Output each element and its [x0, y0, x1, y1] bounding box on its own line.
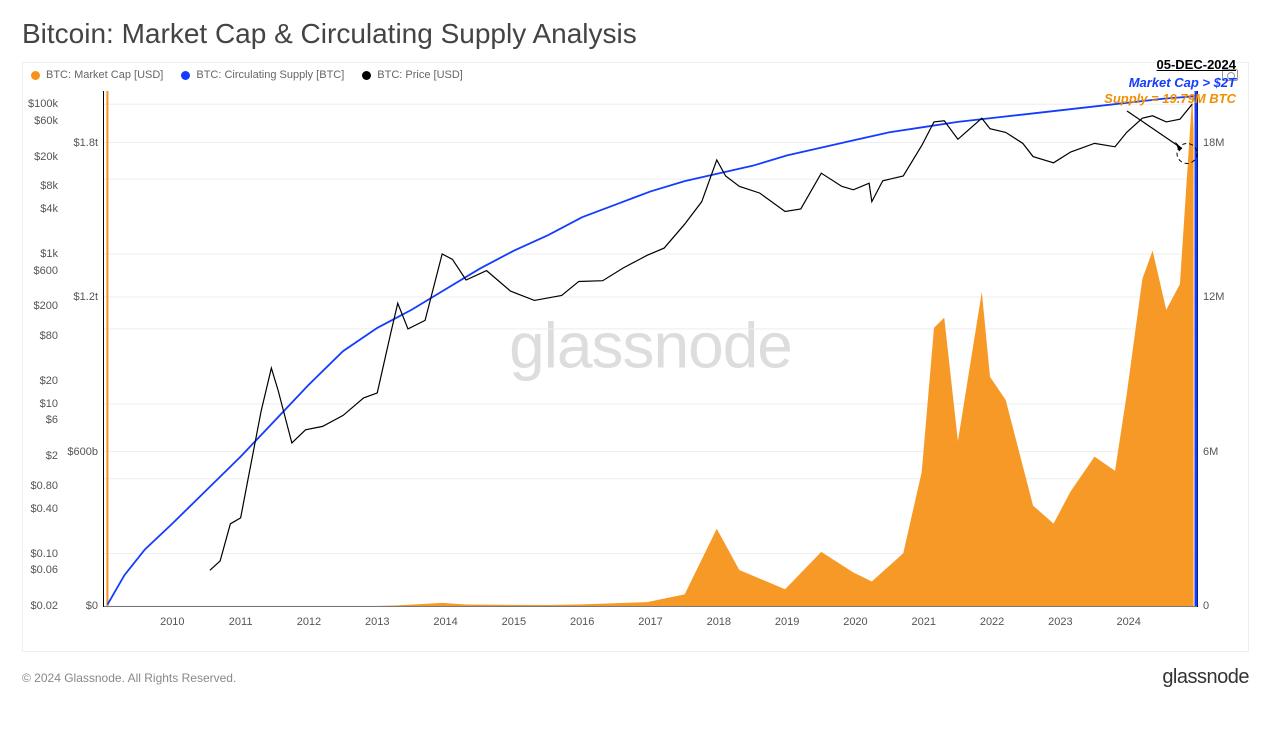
axis-tick-label: 18M: [1203, 137, 1224, 149]
axis-tick-label: 0: [1203, 600, 1209, 612]
axis-tick-label: 2020: [843, 616, 867, 628]
axis-tick-label: 2010: [160, 616, 184, 628]
axis-tick-label: $200: [34, 300, 58, 312]
axis-tick-label: 2024: [1116, 616, 1140, 628]
legend-item-price: BTC: Price [USD]: [362, 69, 463, 81]
axis-tick-label: $6: [46, 414, 58, 426]
axis-tick-label: 2021: [912, 616, 936, 628]
legend-swatch-marketcap: [31, 71, 40, 80]
annot-layer: [104, 91, 1197, 606]
legend: BTC: Market Cap [USD] BTC: Circulating S…: [23, 63, 1248, 81]
axis-tick-label: $0.06: [30, 564, 58, 576]
brand-logo: glassnode: [1162, 666, 1249, 689]
axis-tick-label: 2019: [775, 616, 799, 628]
axis-tick-label: $60k: [34, 115, 58, 127]
axis-tick-label: $1.2t: [74, 291, 98, 303]
annotation-marketcap: Market Cap > $2T: [1129, 75, 1236, 90]
legend-label: BTC: Price [USD]: [377, 69, 463, 81]
axis-tick-label: $0.40: [30, 503, 58, 515]
axis-tick-label: 2014: [433, 616, 457, 628]
axis-tick-label: 2018: [707, 616, 731, 628]
axis-tick-label: $80: [40, 330, 58, 342]
axis-tick-label: $1k: [40, 248, 58, 260]
axis-tick-label: $0.10: [30, 548, 58, 560]
axis-tick-label: $20k: [34, 151, 58, 163]
axis-tick-label: $600b: [67, 446, 98, 458]
legend-label: BTC: Market Cap [USD]: [46, 69, 163, 81]
copyright: © 2024 Glassnode. All Rights Reserved.: [22, 671, 236, 685]
axis-tick-label: 12M: [1203, 291, 1224, 303]
axis-tick-label: $20: [40, 375, 58, 387]
annotation-supply: Supply = 19.79M BTC: [1104, 91, 1236, 106]
footer: © 2024 Glassnode. All Rights Reserved. g…: [22, 666, 1249, 689]
legend-swatch-supply: [181, 71, 190, 80]
axis-tick-label: 2023: [1048, 616, 1072, 628]
axis-tick-label: 2016: [570, 616, 594, 628]
axis-tick-label: 2012: [297, 616, 321, 628]
axis-tick-label: $10: [40, 398, 58, 410]
legend-item-supply: BTC: Circulating Supply [BTC]: [181, 69, 344, 81]
axis-tick-label: $1.8t: [74, 137, 98, 149]
axis-tick-label: $0.80: [30, 480, 58, 492]
axis-tick-label: 6M: [1203, 446, 1218, 458]
legend-label: BTC: Circulating Supply [BTC]: [196, 69, 344, 81]
chart-title: Bitcoin: Market Cap & Circulating Supply…: [22, 18, 1249, 50]
axis-tick-label: $4k: [40, 203, 58, 215]
axis-tick-label: 2022: [980, 616, 1004, 628]
annotation-date: 05-DEC-2024: [1157, 57, 1237, 72]
axis-tick-label: 2017: [638, 616, 662, 628]
axis-tick-label: 2015: [502, 616, 526, 628]
legend-swatch-price: [362, 71, 371, 80]
plot-area: glassnode 201020112012201320142015201620…: [103, 91, 1198, 607]
axis-tick-label: $2: [46, 450, 58, 462]
axis-tick-label: $100k: [28, 98, 58, 110]
axis-tick-label: $0: [86, 600, 98, 612]
axis-tick-label: 2011: [229, 616, 253, 628]
axis-tick-label: $8k: [40, 180, 58, 192]
axis-tick-label: $0.02: [30, 600, 58, 612]
axis-tick-label: 2013: [365, 616, 389, 628]
axis-tick-label: $600: [34, 265, 58, 277]
legend-item-marketcap: BTC: Market Cap [USD]: [31, 69, 163, 81]
chart-frame: BTC: Market Cap [USD] BTC: Circulating S…: [22, 62, 1249, 652]
